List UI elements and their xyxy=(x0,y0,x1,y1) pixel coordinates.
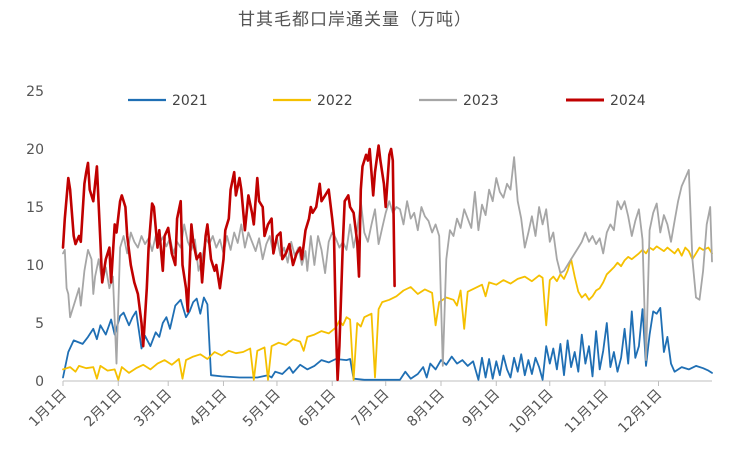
y-tick-label: 5 xyxy=(35,316,44,332)
y-axis: 0 5 10 15 20 25 xyxy=(26,84,44,390)
x-tick-label: 8月1日 xyxy=(404,387,448,431)
x-tick-label: 9月1日 xyxy=(459,387,503,431)
y-tick-label: 25 xyxy=(26,84,44,100)
x-tick-label: 1月1日 xyxy=(26,387,70,431)
x-tick-label: 4月1日 xyxy=(187,387,231,431)
legend-label-2024: 2024 xyxy=(610,93,646,109)
x-tick-label: 11月1日 xyxy=(562,387,612,437)
series-layer xyxy=(61,144,713,382)
x-tick-label: 6月1日 xyxy=(295,387,339,431)
chart-title: 甘其毛都口岸通关量（万吨） xyxy=(238,10,472,30)
series-line-2022 xyxy=(62,245,713,381)
legend-label-2021: 2021 xyxy=(172,93,208,109)
x-tick-label: 3月1日 xyxy=(131,387,175,431)
x-tick-label: 12月1日 xyxy=(615,387,665,437)
y-tick-label: 0 xyxy=(35,374,44,390)
y-tick-label: 15 xyxy=(26,200,44,216)
x-tick-label: 7月1日 xyxy=(349,387,393,431)
x-tick-label: 2月1日 xyxy=(81,387,125,431)
x-tick-label: 10月1日 xyxy=(507,387,557,437)
legend: 2021 2022 2023 2024 xyxy=(128,93,646,109)
series-line-2024 xyxy=(61,144,396,382)
x-tick-label: 5月1日 xyxy=(240,387,284,431)
x-axis: 1月1日 2月1日 3月1日 4月1日 5月1日 6月1日 7月1日 8月1日 9月1日 10月1… xyxy=(26,380,712,437)
y-tick-label: 20 xyxy=(26,142,44,158)
legend-label-2023: 2023 xyxy=(463,93,499,109)
y-tick-label: 10 xyxy=(26,258,44,274)
series-line-2021 xyxy=(62,296,713,381)
legend-label-2022: 2022 xyxy=(317,93,353,109)
